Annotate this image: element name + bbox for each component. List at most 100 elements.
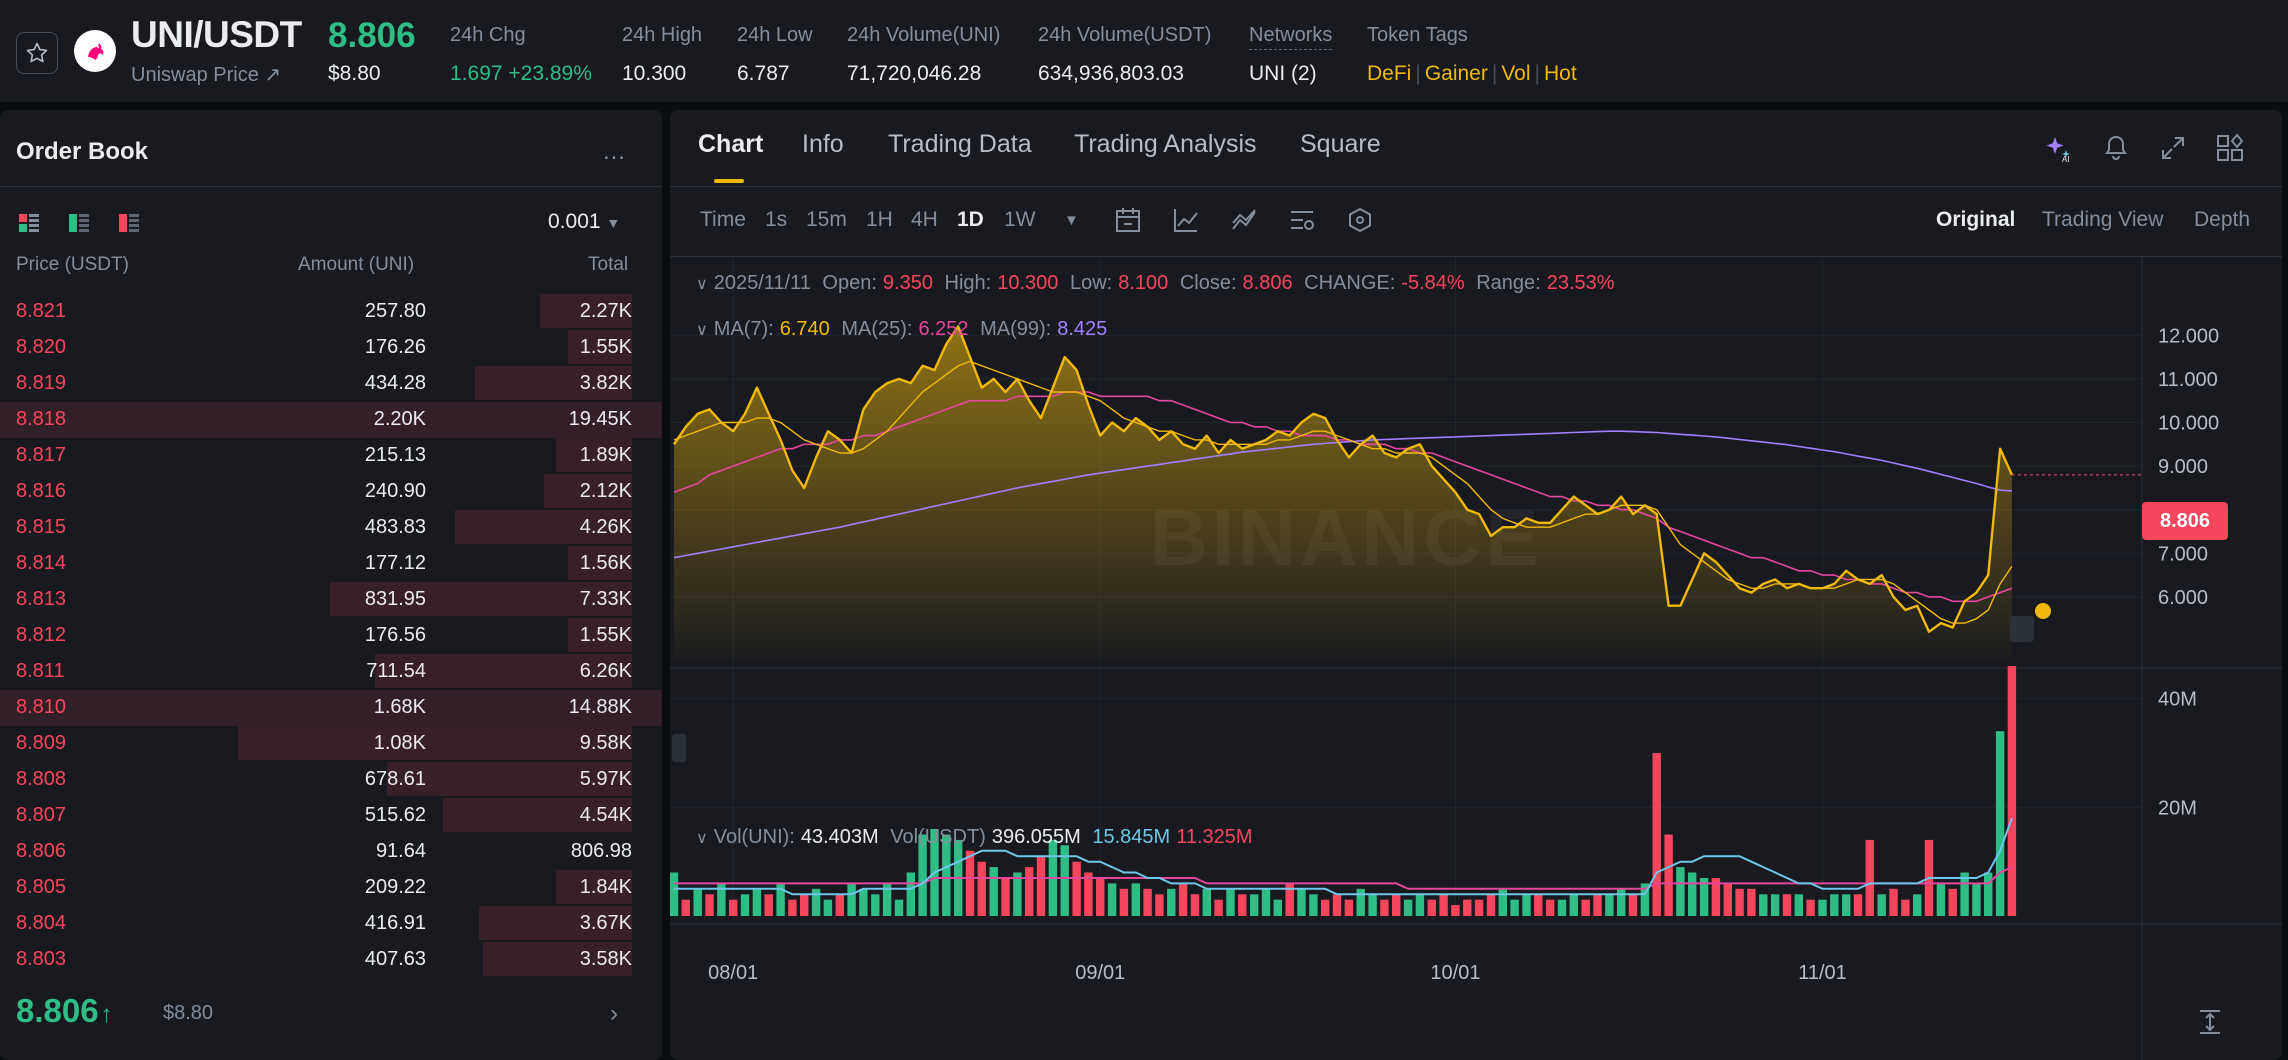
ask-row[interactable]: 8.820 176.26 1.55K: [0, 330, 662, 366]
order-book-more-button[interactable]: …: [602, 138, 628, 165]
ma7-line: [673, 360, 2013, 624]
volume-bar: [918, 834, 927, 916]
volume-bar: [1072, 861, 1081, 916]
tab-info[interactable]: Info: [802, 130, 844, 158]
tag-hot[interactable]: Hot: [1543, 62, 1577, 85]
tick-size-select[interactable]: 0.001 ▼: [548, 210, 620, 234]
collapse-chevron-icon[interactable]: ∨: [696, 322, 708, 339]
chevron-right-icon[interactable]: ›: [610, 1000, 618, 1027]
ask-row[interactable]: 8.806 91.64 806.98: [0, 834, 662, 870]
both-sides-view-icon[interactable]: [18, 212, 40, 234]
ask-row[interactable]: 8.807 515.62 4.54K: [0, 798, 662, 834]
ask-row[interactable]: 8.805 209.22 1.84K: [0, 870, 662, 906]
ask-row[interactable]: 8.811 711.54 6.26K: [0, 654, 662, 690]
ask-total: 5.97K: [579, 768, 632, 790]
interval-4h[interactable]: 4H: [911, 208, 938, 231]
vol-tick-label: 20M: [2158, 797, 2197, 819]
layout-grid-icon[interactable]: [2214, 132, 2246, 164]
volume-bar: [1830, 894, 1839, 916]
volume-bar: [1960, 872, 1969, 916]
ask-row[interactable]: 8.810 1.68K 14.88K: [0, 690, 662, 726]
interval-15m[interactable]: 15m: [806, 208, 847, 231]
tag-gainer[interactable]: Gainer: [1424, 62, 1488, 85]
ask-row[interactable]: 8.812 176.56 1.55K: [0, 618, 662, 654]
networks-label[interactable]: Networks: [1249, 24, 1333, 50]
favorite-star-button[interactable]: [16, 32, 58, 74]
scale-expand-icon[interactable]: [2196, 1008, 2224, 1036]
volume-bar: [1474, 899, 1484, 916]
view-depth[interactable]: Depth: [2194, 208, 2251, 231]
ask-row[interactable]: 8.816 240.90 2.12K: [0, 474, 662, 510]
bell-icon[interactable]: [2100, 132, 2132, 164]
volume-bar: [1617, 888, 1626, 916]
tag-vol[interactable]: Vol: [1501, 62, 1531, 85]
stat-value-networks[interactable]: UNI (2): [1249, 62, 1317, 85]
tab-trading-data[interactable]: Trading Data: [888, 130, 1032, 158]
ask-row[interactable]: 8.804 416.91 3.67K: [0, 906, 662, 942]
stat-label-networks[interactable]: Networks: [1249, 24, 1333, 50]
order-book-last-price[interactable]: 8.806↑: [16, 992, 113, 1030]
volume-bar: [1368, 894, 1377, 916]
ticker-header: UNI/USDT Uniswap Price ↗ 8.806 $8.80 24h…: [0, 0, 2288, 102]
ask-amount: 2.20K: [373, 408, 426, 430]
volume-bar: [1167, 888, 1176, 916]
range-value: 23.53%: [1546, 272, 1615, 294]
volume-bar: [1842, 894, 1851, 916]
chart-settings-icon[interactable]: [1288, 206, 1316, 234]
volume-bar: [1238, 894, 1247, 916]
volume-bar: [1711, 878, 1721, 916]
volume-bar: [1155, 894, 1164, 916]
close-value: 8.806: [1242, 272, 1293, 294]
calendar-range-icon[interactable]: [1114, 206, 1142, 234]
collapse-chevron-icon[interactable]: ∨: [696, 830, 708, 847]
ma-legend: ∨ MA(7): 6.740 MA(25): 6.252 MA(99): 8.425: [696, 318, 1113, 341]
bids-view-icon[interactable]: [68, 212, 90, 234]
ask-row[interactable]: 8.814 177.12 1.56K: [0, 546, 662, 582]
ask-row[interactable]: 8.819 434.28 3.82K: [0, 366, 662, 402]
interval-1h[interactable]: 1H: [866, 208, 893, 231]
tab-square[interactable]: Square: [1300, 130, 1381, 158]
volume-bar: [1794, 894, 1803, 916]
ask-row[interactable]: 8.815 483.83 4.26K: [0, 510, 662, 546]
indicator-line-icon[interactable]: [1172, 206, 1200, 234]
ask-amount: 215.13: [364, 444, 426, 466]
hexagon-tool-icon[interactable]: [1346, 206, 1374, 234]
more-intervals-chevron-icon[interactable]: ▼: [1064, 212, 1079, 229]
ask-row[interactable]: 8.809 1.08K 9.58K: [0, 726, 662, 762]
volume-bar: [1084, 872, 1093, 916]
asks-view-icon[interactable]: [118, 212, 140, 234]
collapse-chevron-icon[interactable]: ∨: [696, 276, 708, 293]
tab-chart[interactable]: Chart: [698, 130, 764, 158]
stat-label-24h-volume-uni: 24h Volume(UNI): [847, 24, 1001, 46]
depth-bar: [475, 366, 632, 400]
order-book-panel: Order Book … 0.001 ▼ Price (USDT) Amount…: [0, 110, 662, 1060]
ai-sparkle-icon[interactable]: AI: [2042, 132, 2074, 164]
volume-bar: [729, 899, 738, 916]
high-value: 10.300: [997, 272, 1059, 294]
volume-bar: [764, 894, 773, 916]
tab-trading-analysis[interactable]: Trading Analysis: [1074, 130, 1257, 158]
view-trading-view[interactable]: Trading View: [2042, 208, 2164, 231]
ask-row[interactable]: 8.817 215.13 1.89K: [0, 438, 662, 474]
interval-1s[interactable]: 1s: [765, 208, 788, 231]
volume-bar: [1190, 894, 1200, 916]
chart-type-icon[interactable]: [1230, 206, 1258, 234]
volume-bar: [1557, 899, 1567, 916]
ask-row[interactable]: 8.813 831.95 7.33K: [0, 582, 662, 618]
interval-time[interactable]: Time: [700, 208, 746, 231]
ask-row[interactable]: 8.818 2.20K 19.45K: [0, 402, 662, 438]
volume-bar: [788, 899, 797, 916]
view-original[interactable]: Original: [1936, 208, 2016, 231]
interval-1d[interactable]: 1D: [957, 208, 984, 231]
depth-bar: [330, 582, 632, 616]
fullscreen-icon[interactable]: [2157, 132, 2189, 164]
ask-row[interactable]: 8.803 407.63 3.58K: [0, 942, 662, 978]
col-header-price: Price (USDT): [16, 254, 129, 275]
tag-defi[interactable]: DeFi: [1367, 62, 1412, 85]
header-last-price: 8.806: [328, 16, 416, 55]
ask-row[interactable]: 8.821 257.80 2.27K: [0, 294, 662, 330]
ask-row[interactable]: 8.808 678.61 5.97K: [0, 762, 662, 798]
interval-1w[interactable]: 1W: [1004, 208, 1036, 231]
coin-price-link[interactable]: Uniswap Price ↗: [131, 64, 282, 86]
price-chart[interactable]: 08/01 09/01 10/01 11/01 12.000 11.000 10.000 9.…: [670, 256, 2282, 1060]
